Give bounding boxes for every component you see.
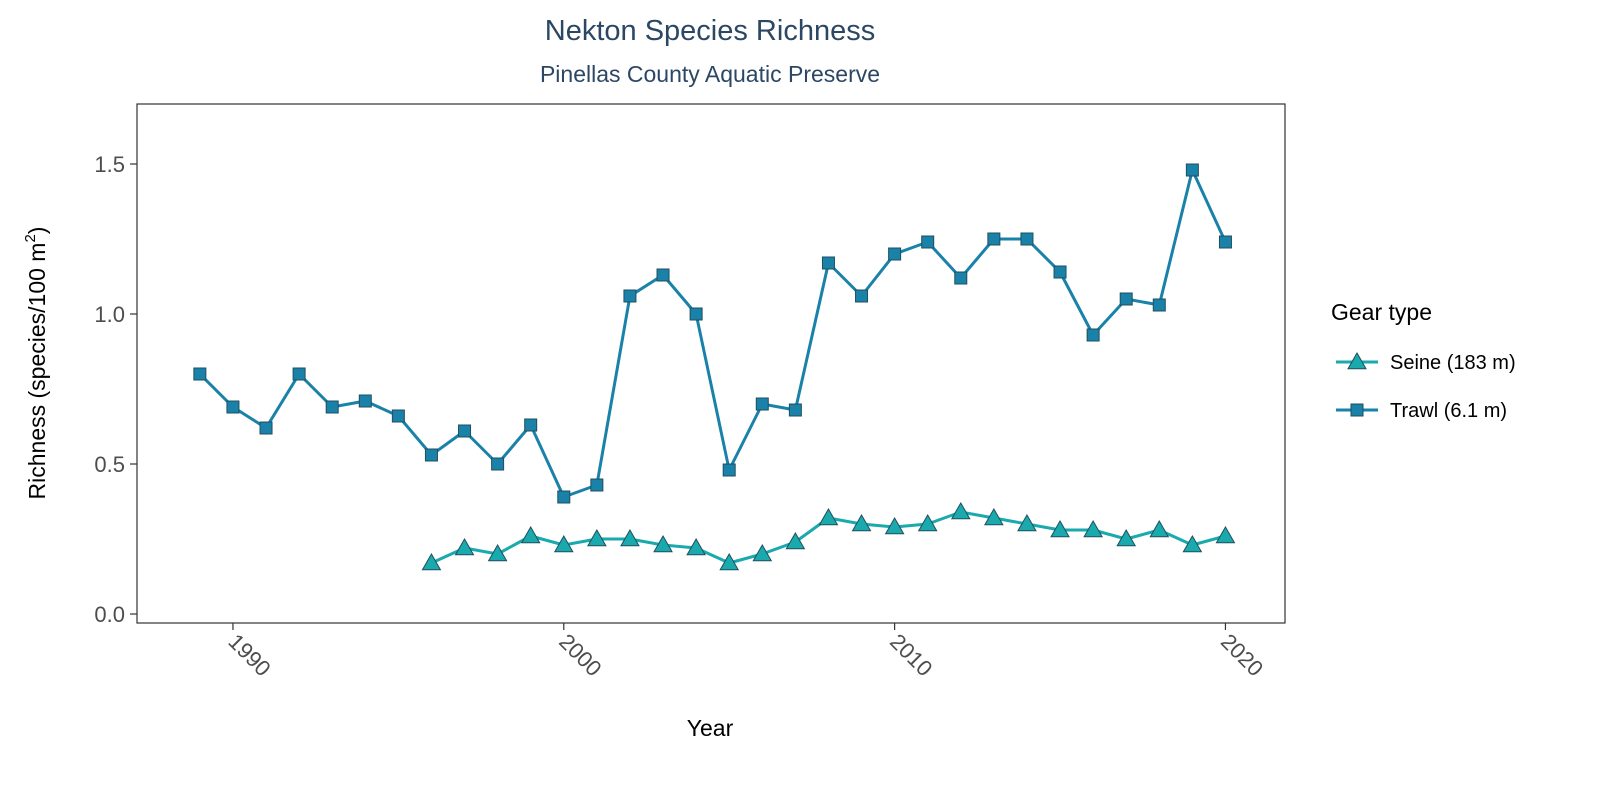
- data-point: [821, 256, 835, 270]
- data-point: [1053, 265, 1067, 279]
- data-point: [1083, 519, 1103, 538]
- series-layer: [193, 163, 1236, 571]
- data-point: [193, 367, 207, 381]
- data-point: [656, 268, 670, 282]
- y-tick-label: 1.5: [94, 152, 125, 177]
- data-point: [491, 457, 505, 471]
- data-point: [1116, 528, 1137, 547]
- x-axis: 1990 2000 2010 2020: [223, 623, 1268, 681]
- legend-key-trawl: Trawl (6.1 m): [1336, 400, 1507, 422]
- y-axis-title-superscript: 2: [22, 234, 39, 242]
- data-point: [623, 289, 637, 303]
- data-point: [487, 543, 508, 562]
- data-point: [1020, 232, 1034, 246]
- data-point: [458, 424, 472, 438]
- plot-panel: [136, 103, 1286, 624]
- legend-marker: [1347, 351, 1367, 370]
- data-point: [587, 528, 607, 547]
- x-tick-label: 2020: [1216, 629, 1268, 681]
- legend-label: Trawl (6.1 m): [1390, 400, 1507, 422]
- data-point: [259, 421, 273, 435]
- data-point: [358, 394, 372, 408]
- chart-subtitle: Pinellas County Aquatic Preserve: [540, 61, 880, 87]
- data-point: [950, 501, 971, 520]
- data-point: [520, 525, 541, 544]
- data-point: [325, 400, 339, 414]
- x-axis-title: Year: [687, 715, 734, 741]
- data-point: [653, 534, 673, 553]
- data-point: [921, 235, 935, 249]
- data-point: [1152, 298, 1166, 312]
- data-point: [524, 418, 538, 432]
- data-point: [391, 409, 405, 423]
- data-point: [987, 232, 1001, 246]
- data-point: [1185, 163, 1199, 177]
- data-point: [590, 478, 604, 492]
- legend-marker: [1350, 403, 1364, 417]
- data-point: [984, 507, 1004, 526]
- data-point: [888, 247, 902, 261]
- data-point: [818, 507, 839, 526]
- x-tick-label: 1990: [223, 629, 275, 681]
- data-point: [1215, 525, 1236, 544]
- data-point: [553, 534, 574, 553]
- data-point: [851, 513, 872, 532]
- y-axis-title: Richness (species/100 m2): [22, 227, 50, 500]
- data-point: [1017, 513, 1037, 532]
- x-tick-label: 2000: [554, 629, 606, 681]
- data-point: [292, 367, 306, 381]
- data-point: [785, 531, 806, 550]
- legend: Gear type Seine (183 m) Trawl (6.1 m): [1331, 299, 1516, 422]
- data-point: [689, 307, 703, 321]
- y-axis: 0.0 0.5 1.0 1.5: [94, 152, 137, 627]
- legend-label: Seine (183 m): [1390, 352, 1516, 374]
- data-point: [620, 528, 640, 547]
- data-point: [719, 552, 740, 571]
- data-point: [954, 271, 968, 285]
- data-point: [1086, 328, 1100, 342]
- data-point: [752, 543, 773, 562]
- data-point: [1218, 235, 1232, 249]
- data-point: [722, 463, 736, 477]
- legend-key-seine: Seine (183 m): [1336, 351, 1516, 374]
- y-axis-title-close: ): [24, 227, 50, 235]
- y-axis-title-main: Richness (species/100 m: [24, 243, 50, 500]
- data-point: [788, 403, 802, 417]
- data-point: [421, 552, 442, 571]
- data-point: [884, 516, 905, 535]
- chart-title: Nekton Species Richness: [545, 15, 875, 47]
- data-point: [424, 448, 438, 462]
- data-point: [226, 400, 240, 414]
- x-tick-label: 2010: [885, 629, 937, 681]
- data-point: [855, 289, 869, 303]
- data-point: [1050, 519, 1070, 538]
- y-tick-label: 1.0: [94, 302, 125, 327]
- y-tick-label: 0.0: [94, 602, 125, 627]
- data-point: [557, 490, 571, 504]
- legend-title: Gear type: [1331, 299, 1432, 325]
- data-point: [917, 513, 938, 532]
- data-point: [454, 537, 475, 556]
- data-point: [1182, 534, 1203, 553]
- y-tick-label: 0.5: [94, 452, 125, 477]
- series-seine: [421, 501, 1236, 571]
- series-trawl: [193, 163, 1232, 504]
- data-point: [686, 537, 706, 556]
- data-point: [1149, 519, 1170, 538]
- data-point: [755, 397, 769, 411]
- data-point: [1119, 292, 1133, 306]
